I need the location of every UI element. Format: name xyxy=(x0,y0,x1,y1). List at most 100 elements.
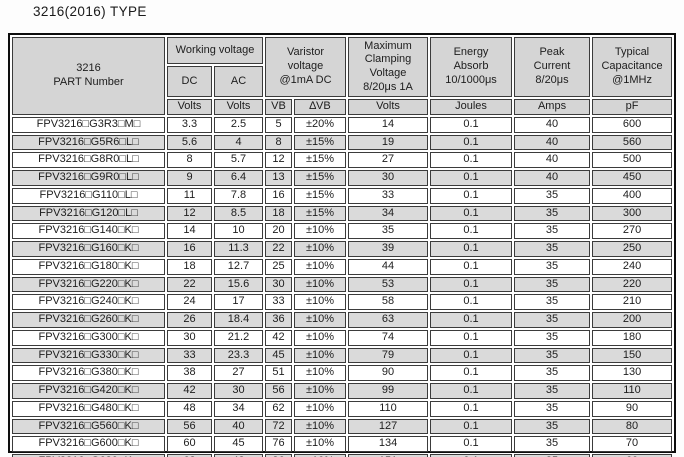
clamping-voltage-cell: 58 xyxy=(348,294,429,310)
part-number-cell: FPV3216□G260□K□ xyxy=(12,312,165,328)
table-row: FPV3216□G8R0□L□ 8 5.7 12 ±15% 27 0.1 40 … xyxy=(12,152,673,168)
peak-current-cell: 35 xyxy=(514,418,591,435)
part-number-cell: FPV3216□G9R0□L□ xyxy=(12,170,165,186)
header-row-units: Volts Volts VB ∆VB Volts Joules Amps pF xyxy=(12,99,673,115)
ac-voltage-cell: 12.7 xyxy=(214,258,264,275)
capacitance-cell: 220 xyxy=(592,276,673,293)
varistor-tolerance-cell: ±10% xyxy=(294,258,347,275)
capacitance-cell: 210 xyxy=(592,294,673,310)
capacitance-cell: 300 xyxy=(592,205,673,222)
varistor-tolerance-cell: ±10% xyxy=(294,347,347,364)
energy-absorb-cell: 0.1 xyxy=(430,187,513,204)
energy-absorb-cell: 0.1 xyxy=(430,312,513,328)
table-row: FPV3216□G220□K□ 22 15.6 30 ±10% 53 0.1 3… xyxy=(12,276,673,293)
varistor-vb-cell: 8 xyxy=(265,134,293,151)
header-row-groups: 3216 PART Number Working voltage Varisto… xyxy=(12,37,673,115)
header-dc: DC xyxy=(167,66,212,97)
capacitance-cell: 70 xyxy=(592,436,673,452)
capacitance-cell: 90 xyxy=(592,400,673,417)
ac-voltage-cell: 11.3 xyxy=(214,241,264,257)
energy-absorb-cell: 0.1 xyxy=(430,152,513,168)
part-number-cell: FPV3216□G140□K□ xyxy=(12,223,165,239)
ac-voltage-cell: 15.6 xyxy=(214,276,264,293)
table-row: FPV3216□G380□K□ 38 27 51 ±10% 90 0.1 35 … xyxy=(12,365,673,381)
varistor-tolerance-cell: ±10% xyxy=(294,365,347,381)
capacitance-cell: 240 xyxy=(592,258,673,275)
varistor-vb-cell: 56 xyxy=(265,383,293,399)
varistor-vb-cell: 30 xyxy=(265,276,293,293)
table-row: FPV3216□G9R0□L□ 9 6.4 13 ±15% 30 0.1 40 … xyxy=(12,170,673,186)
varistor-vb-cell: 72 xyxy=(265,418,293,435)
header-varistor-voltage: Varistor voltage @1mA DC xyxy=(265,37,347,97)
clamping-voltage-cell: 27 xyxy=(348,152,429,168)
spec-table-frame: 3216 PART Number Working voltage Varisto… xyxy=(8,33,676,457)
dc-voltage-cell: 26 xyxy=(167,312,212,328)
part-number-cell: FPV3216□G680□K□ xyxy=(12,454,165,457)
ac-voltage-cell: 48 xyxy=(214,454,264,457)
energy-absorb-cell: 0.1 xyxy=(430,436,513,452)
table-row: FPV3216□G260□K□ 26 18.4 36 ±10% 63 0.1 3… xyxy=(12,312,673,328)
table-row: FPV3216□G240□K□ 24 17 33 ±10% 58 0.1 35 … xyxy=(12,294,673,310)
varistor-vb-cell: 12 xyxy=(265,152,293,168)
ac-voltage-cell: 23.3 xyxy=(214,347,264,364)
header-part-number: 3216 PART Number xyxy=(12,37,165,115)
energy-absorb-cell: 0.1 xyxy=(430,116,513,133)
varistor-vb-cell: 25 xyxy=(265,258,293,275)
capacitance-cell: 110 xyxy=(592,383,673,399)
varistor-vb-cell: 86 xyxy=(265,454,293,457)
capacitance-cell: 400 xyxy=(592,187,673,204)
dc-voltage-cell: 68 xyxy=(167,454,212,457)
dc-voltage-cell: 33 xyxy=(167,347,212,364)
table-row: FPV3216□G480□K□ 48 34 62 ±10% 110 0.1 35… xyxy=(12,400,673,417)
energy-absorb-cell: 0.1 xyxy=(430,347,513,364)
clamping-voltage-cell: 99 xyxy=(348,383,429,399)
ac-voltage-cell: 7.8 xyxy=(214,187,264,204)
part-number-cell: FPV3216□G560□K□ xyxy=(12,418,165,435)
varistor-tolerance-cell: ±10% xyxy=(294,383,347,399)
clamping-voltage-cell: 35 xyxy=(348,223,429,239)
capacitance-cell: 250 xyxy=(592,241,673,257)
energy-absorb-cell: 0.1 xyxy=(430,383,513,399)
varistor-vb-cell: 5 xyxy=(265,116,293,133)
table-row: FPV3216□G110□L□ 11 7.8 16 ±15% 33 0.1 35… xyxy=(12,187,673,204)
unit-ac-volts: Volts xyxy=(214,99,264,115)
dc-voltage-cell: 5.6 xyxy=(167,134,212,151)
part-number-cell: FPV3216□G110□L□ xyxy=(12,187,165,204)
capacitance-cell: 270 xyxy=(592,223,673,239)
varistor-vb-cell: 18 xyxy=(265,205,293,222)
dc-voltage-cell: 14 xyxy=(167,223,212,239)
dc-voltage-cell: 22 xyxy=(167,276,212,293)
part-number-cell: FPV3216□G160□K□ xyxy=(12,241,165,257)
header-working-voltage: Working voltage xyxy=(167,37,264,64)
unit-dc-volts: Volts xyxy=(167,99,212,115)
capacitance-cell: 450 xyxy=(592,170,673,186)
clamping-voltage-cell: 30 xyxy=(348,170,429,186)
energy-absorb-cell: 0.1 xyxy=(430,365,513,381)
peak-current-cell: 35 xyxy=(514,365,591,381)
clamping-voltage-cell: 39 xyxy=(348,241,429,257)
part-number-cell: FPV3216□G3R3□M□ xyxy=(12,116,165,133)
table-row: FPV3216□G560□K□ 56 40 72 ±10% 127 0.1 35… xyxy=(12,418,673,435)
part-number-cell: FPV3216□G420□K□ xyxy=(12,383,165,399)
peak-current-cell: 35 xyxy=(514,258,591,275)
peak-current-cell: 35 xyxy=(514,436,591,452)
ac-voltage-cell: 34 xyxy=(214,400,264,417)
header-max-clamping: Maximum Clamping Voltage 8/20μs 1A xyxy=(348,37,429,97)
part-number-cell: FPV3216□G220□K□ xyxy=(12,276,165,293)
clamping-voltage-cell: 19 xyxy=(348,134,429,151)
peak-current-cell: 35 xyxy=(514,400,591,417)
energy-absorb-cell: 0.1 xyxy=(430,454,513,457)
varistor-vb-cell: 33 xyxy=(265,294,293,310)
ac-voltage-cell: 45 xyxy=(214,436,264,452)
varistor-tolerance-cell: ±10% xyxy=(294,294,347,310)
table-row: FPV3216□G180□K□ 18 12.7 25 ±10% 44 0.1 3… xyxy=(12,258,673,275)
varistor-vb-cell: 36 xyxy=(265,312,293,328)
unit-delta-vb: ∆VB xyxy=(294,99,347,115)
unit-clamp-volts: Volts xyxy=(348,99,429,115)
clamping-voltage-cell: 74 xyxy=(348,329,429,346)
varistor-tolerance-cell: ±10% xyxy=(294,436,347,452)
clamping-voltage-cell: 53 xyxy=(348,276,429,293)
capacitance-cell: 80 xyxy=(592,418,673,435)
peak-current-cell: 35 xyxy=(514,383,591,399)
part-number-cell: FPV3216□G180□K□ xyxy=(12,258,165,275)
